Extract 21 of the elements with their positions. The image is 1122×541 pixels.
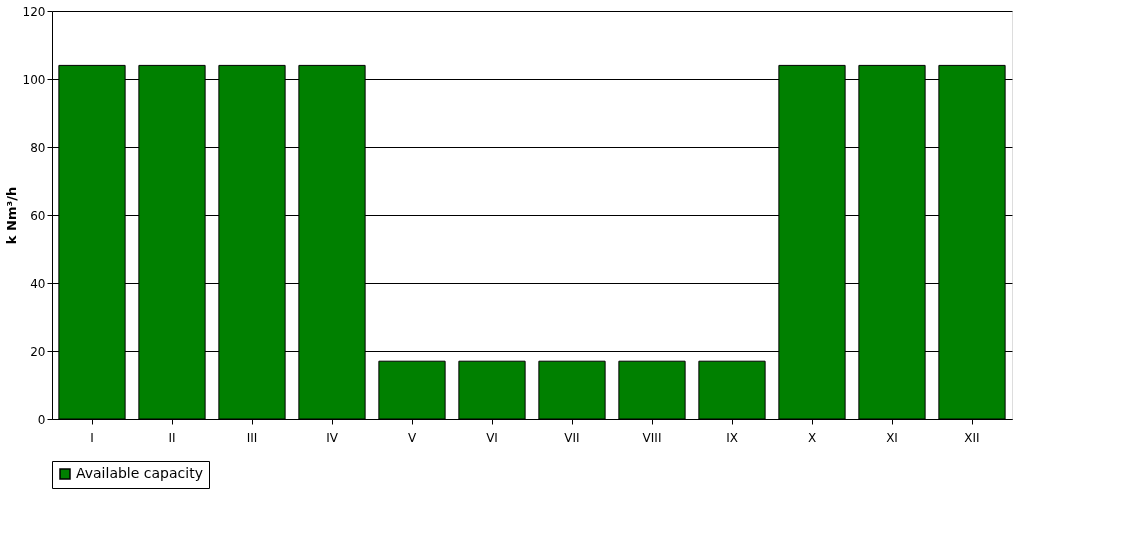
x-tick-label: X [807,430,817,445]
x-tick-label: IV [326,430,339,445]
x-tick-label: IX [726,430,738,445]
x-tick-label: I [90,430,94,445]
x-tick-label: VI [486,430,498,445]
y-tick-label: 120 [22,4,46,19]
y-tick-label: 60 [30,208,46,223]
y-tick-label: 20 [30,344,46,359]
y-tick-label: 100 [22,72,46,87]
y-tick-label: 80 [30,140,46,155]
x-tick-label: VIII [642,430,662,445]
legend-label: Available capacity [76,465,203,481]
x-tick-label: VII [564,430,580,445]
y-tick-label: 40 [30,276,46,291]
x-tick-label: XI [886,430,898,445]
x-tick-label: V [407,430,417,445]
y-tick-label: 0 [37,412,46,427]
y-axis-title: k Nm³/h [3,186,19,245]
x-tick-label: XII [964,430,980,445]
x-tick-label: II [168,430,176,445]
x-tick-label: III [246,430,258,445]
